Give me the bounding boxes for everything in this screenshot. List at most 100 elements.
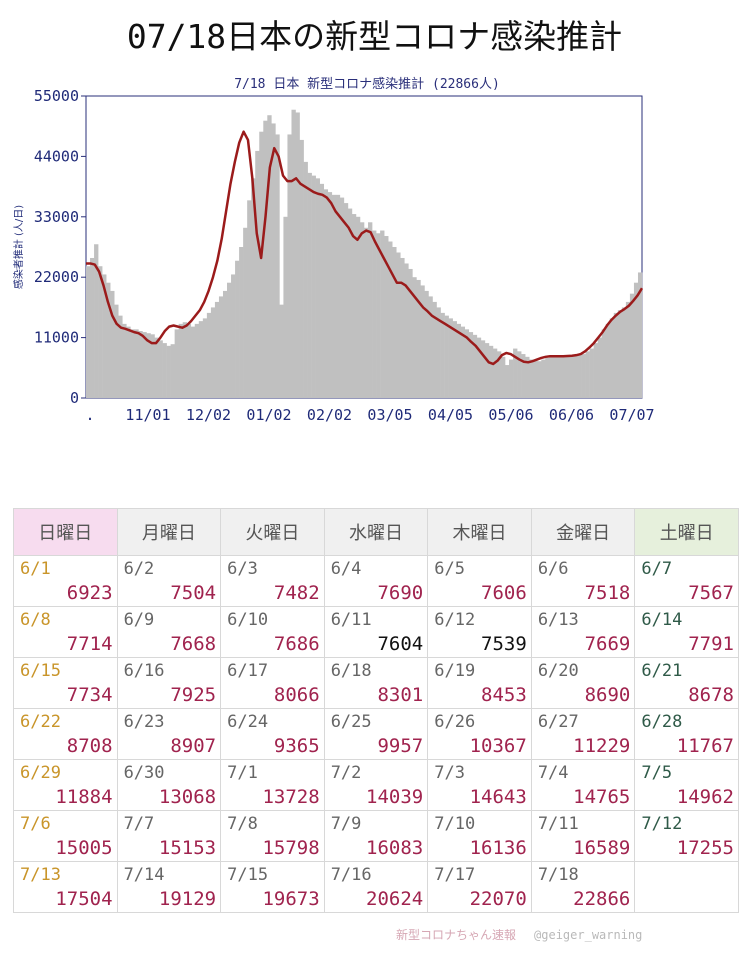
daily-bar xyxy=(126,326,131,398)
table-cell: 7/11 16589 xyxy=(530,810,636,862)
cell-value: 7734 xyxy=(66,684,113,706)
daily-bars-series xyxy=(86,109,643,399)
cell-value: 11884 xyxy=(55,786,113,808)
daily-bar xyxy=(637,272,643,398)
cell-date: 6/22 xyxy=(20,712,61,732)
daily-bar xyxy=(102,274,107,398)
header-wednesday: 水曜日 xyxy=(323,508,429,556)
chart-title: 7/18 日本 新型コロナ感染推計 (22866人) xyxy=(234,76,500,92)
daily-bar xyxy=(533,360,538,398)
daily-bar xyxy=(323,189,329,398)
cell-date: 6/25 xyxy=(330,712,372,732)
daily-bar xyxy=(456,323,461,398)
cell-value: 13068 xyxy=(158,786,217,808)
cell-date: 7/14 xyxy=(123,865,165,885)
daily-bar xyxy=(408,268,413,398)
x-tick-label: 03/05 xyxy=(367,406,412,424)
daily-bar xyxy=(509,359,514,398)
daily-bar xyxy=(299,139,304,398)
table-cell: 6/7 7567 xyxy=(634,555,739,607)
daily-bar xyxy=(617,310,623,398)
table-cell: 7/16 20624 xyxy=(323,861,429,913)
table-cell: 7/7 15153 xyxy=(116,810,222,862)
cell-value: 9365 xyxy=(273,735,320,757)
daily-bar xyxy=(222,290,228,398)
daily-bar xyxy=(122,323,127,398)
cell-value: 7604 xyxy=(377,633,424,655)
table-cell: 6/27 11229 xyxy=(530,708,636,760)
daily-bar xyxy=(138,331,143,398)
cell-value: 8708 xyxy=(66,735,113,757)
daily-bar xyxy=(214,301,220,398)
daily-bar xyxy=(359,222,365,398)
table-cell: 6/15 7734 xyxy=(13,657,118,709)
cell-value: 7669 xyxy=(584,633,631,655)
daily-bar xyxy=(247,200,252,398)
daily-bar xyxy=(496,351,502,398)
daily-bar xyxy=(331,194,337,398)
daily-bar xyxy=(267,115,272,398)
daily-bar xyxy=(154,337,159,398)
cell-value: 7668 xyxy=(170,633,217,655)
daily-bar xyxy=(186,323,192,398)
footer: 新型コロナちゃん速報 @geiger_warning xyxy=(396,926,642,943)
table-cell: 7/14 19129 xyxy=(116,861,222,913)
y-tick-label: 44000 xyxy=(34,147,79,165)
table-cell: 6/23 8907 xyxy=(116,708,222,760)
table-cell: 7/1 13728 xyxy=(220,759,325,811)
cell-value: 16589 xyxy=(573,837,631,859)
header-monday: 月曜日 xyxy=(116,508,222,556)
table-cell: 7/13 17504 xyxy=(13,861,118,913)
footer-handle: @geiger_warning xyxy=(534,928,643,942)
daily-bar xyxy=(432,301,437,398)
daily-bar xyxy=(279,304,284,398)
cell-value: 20624 xyxy=(366,888,424,910)
table-cell: 7/5 14962 xyxy=(634,759,739,811)
daily-bar xyxy=(351,214,357,398)
daily-bar xyxy=(541,359,546,398)
infection-estimate-chart: 7/18 日本 新型コロナ感染推計 (22866人) 0 11000 22000 33… xyxy=(12,76,655,424)
daily-bar xyxy=(625,301,631,398)
daily-bar xyxy=(206,312,212,398)
cell-value: 7518 xyxy=(584,582,631,604)
table-row: 6/8 7714 6/9 7668 6/10 7686 6/11 7604 6/12 7539 6/… xyxy=(13,606,739,658)
daily-bar xyxy=(364,227,369,398)
daily-bar xyxy=(182,322,188,398)
y-tick-label: 33000 xyxy=(34,208,79,226)
daily-bar xyxy=(468,332,474,398)
daily-bar xyxy=(505,365,510,398)
daily-bar xyxy=(557,356,562,398)
table-cell: 6/19 8453 xyxy=(427,657,532,709)
cell-date: 6/19 xyxy=(434,661,476,681)
cell-value: 7690 xyxy=(377,582,424,604)
daily-bar xyxy=(573,355,578,398)
cell-date: 7/12 xyxy=(641,814,683,834)
x-tick-label: 11/01 xyxy=(125,406,170,424)
daily-bar xyxy=(396,252,401,398)
table-cell: 6/11 7604 xyxy=(323,606,429,658)
table-row: 6/15 7734 6/16 7925 6/17 8066 6/18 8301 6/19 8453… xyxy=(13,657,739,709)
cell-date: 6/20 xyxy=(537,661,579,681)
cell-value: 7714 xyxy=(66,633,113,655)
daily-estimate-table: 日曜日 月曜日 火曜日 水曜日 木曜日 金曜日 土曜日 6/1 6923 6/2 75… xyxy=(13,508,739,913)
table-cell: 7/12 17255 xyxy=(634,810,739,862)
table-cell: 6/22 8708 xyxy=(13,708,118,760)
daily-bar xyxy=(553,356,558,398)
daily-bar xyxy=(231,274,236,398)
cell-value: 6923 xyxy=(66,582,113,604)
daily-bar xyxy=(243,227,248,398)
cell-date: 7/6 xyxy=(20,814,51,834)
daily-bar xyxy=(460,326,466,398)
daily-bar xyxy=(444,315,449,398)
daily-bar xyxy=(384,236,389,398)
y-axis-ticks: 0 11000 22000 33000 44000 55000 xyxy=(34,87,86,407)
cell-value: 14643 xyxy=(469,786,527,808)
cell-date: 7/9 xyxy=(330,814,362,834)
daily-bar xyxy=(492,348,498,398)
cell-value: 15798 xyxy=(262,837,320,859)
daily-bar xyxy=(166,345,171,398)
table-cell: 6/8 7714 xyxy=(13,606,118,658)
cell-value: 7482 xyxy=(273,582,320,604)
cell-date: 6/18 xyxy=(330,661,372,681)
daily-bar xyxy=(295,112,300,398)
